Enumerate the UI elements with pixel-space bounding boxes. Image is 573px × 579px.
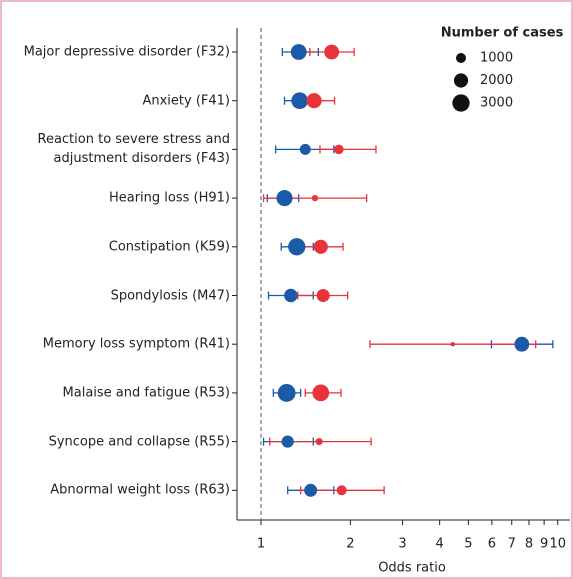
legend-marker [452, 94, 470, 112]
point [313, 239, 328, 254]
point [290, 44, 307, 60]
point [276, 190, 293, 207]
point [284, 288, 298, 303]
point [277, 383, 296, 402]
legend-label: 3000 [480, 96, 513, 111]
category-label: Anxiety (F41) [142, 93, 230, 109]
x-tick-label: 1 [257, 537, 265, 552]
category-label: Spondylosis (M47) [110, 288, 230, 303]
point [299, 143, 311, 155]
category-label: Hearing loss (H91) [108, 190, 230, 206]
point [316, 288, 330, 303]
x-tick-label: 9 [540, 537, 548, 552]
legend-label: 1000 [480, 51, 513, 66]
point [514, 336, 530, 352]
point [336, 485, 347, 496]
category-label: Syncope and collapse (R55) [48, 434, 230, 450]
x-tick-label: 6 [488, 537, 496, 552]
x-tick-label: 8 [525, 537, 533, 552]
x-axis-label: Odds ratio [378, 561, 446, 576]
legend-label: 2000 [480, 73, 513, 88]
point [304, 483, 318, 497]
confidence-interval [319, 145, 377, 154]
category-label: Constipation (K59) [108, 239, 230, 255]
category-label: Malaise and fatigue (R53) [62, 385, 230, 401]
legend-title: Number of cases [441, 26, 564, 41]
point [306, 93, 322, 109]
legend-marker [453, 73, 469, 88]
x-tick-label: 2 [346, 537, 354, 552]
legend-marker [456, 53, 466, 63]
point [312, 384, 330, 402]
x-tick-label: 10 [549, 537, 566, 552]
point [288, 238, 306, 256]
point [315, 438, 323, 446]
x-tick-label: 5 [464, 537, 472, 552]
category-label: Memory loss symptom (R41) [42, 336, 230, 352]
category-label: Abnormal weight loss (R63) [50, 482, 230, 498]
category-label: Major depressive disorder (F32) [23, 44, 230, 60]
x-tick-label: 7 [508, 537, 516, 552]
point [281, 435, 294, 448]
point [334, 144, 344, 155]
x-tick-label: 4 [436, 537, 444, 552]
point [311, 194, 319, 202]
category-label: Reaction to severe stress and adjustment… [37, 132, 231, 167]
point [324, 44, 340, 60]
point [450, 341, 456, 347]
point [291, 92, 309, 110]
x-tick-label: 3 [398, 537, 406, 552]
